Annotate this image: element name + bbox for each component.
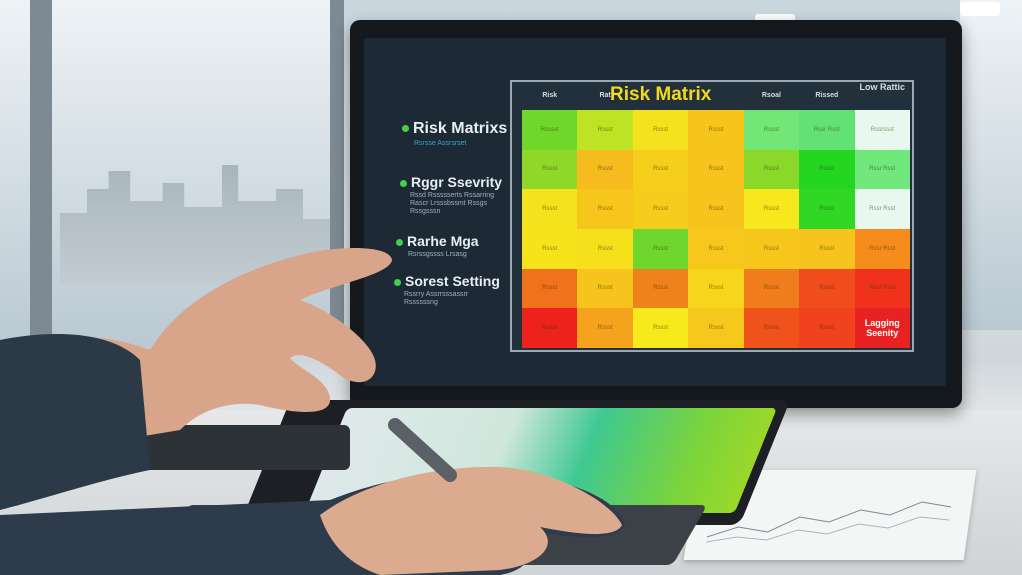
matrix-cell[interactable]: Rssst bbox=[799, 229, 855, 269]
matrix-cell[interactable]: Rssst bbox=[688, 308, 744, 348]
matrix-cell[interactable]: Rssst bbox=[577, 308, 633, 348]
sidebar-item-range[interactable]: Rarhe Mga bbox=[396, 233, 479, 249]
sidebar-subtext: Rssd Rssssserts Rssarring Rascr Lrsssbss… bbox=[410, 192, 495, 215]
column-header: Rat bbox=[599, 92, 611, 99]
matrix-cell[interactable]: Rssr Rsst bbox=[854, 189, 910, 229]
paper-line-chart bbox=[706, 501, 952, 543]
matrix-cell[interactable]: Lagging Seenity bbox=[854, 308, 910, 348]
window-right bbox=[960, 0, 1022, 330]
matrix-cell[interactable]: Rssr Rsst bbox=[854, 229, 910, 269]
matrix-cell[interactable]: Rssst bbox=[632, 268, 689, 309]
matrix-title: Risk Matrix bbox=[610, 84, 712, 105]
matrix-cell[interactable]: Rssst bbox=[522, 149, 578, 190]
matrix-cell[interactable]: Rssst bbox=[632, 229, 689, 269]
matrix-cell[interactable]: Rssrssst bbox=[854, 110, 910, 150]
matrix-cell[interactable]: Rssst bbox=[799, 149, 855, 190]
matrix-cell[interactable]: Rssst bbox=[688, 149, 744, 190]
column-header: Low Rattic bbox=[859, 82, 906, 92]
ceiling-light bbox=[755, 14, 795, 22]
screen: Risk Matrixs Rsrsse Assrsrset Rggr Ssevr… bbox=[364, 38, 946, 386]
matrix-cell[interactable]: Rssst bbox=[522, 189, 578, 229]
sidebar-subtext: Rsrssgssss Lrsasg bbox=[408, 251, 467, 258]
matrix-cell[interactable]: Rssst bbox=[632, 149, 689, 190]
matrix-cell[interactable]: Rssst bbox=[632, 308, 689, 348]
matrix-cell[interactable]: Rssst bbox=[688, 229, 744, 269]
matrix-cell[interactable]: Rssst bbox=[799, 189, 855, 229]
matrix-cell[interactable]: Rssst bbox=[577, 268, 633, 309]
matrix-cell[interactable]: Rsssst bbox=[522, 110, 578, 150]
matrix-cell[interactable]: Rssst bbox=[799, 308, 855, 348]
risk-matrix: Risk Matrix Risk Rat Rsoal Rissed Low Rattic… bbox=[510, 80, 914, 352]
column-header: Risk bbox=[542, 92, 558, 99]
document-paper bbox=[683, 470, 977, 560]
bullet-icon bbox=[394, 278, 401, 286]
matrix-cell[interactable]: Rssst bbox=[743, 189, 800, 229]
ceiling-light bbox=[960, 2, 1000, 16]
sidebar-item-risk-matrix[interactable]: Risk Matrixs bbox=[402, 120, 507, 138]
matrix-grid: Rsssst Rssst Rssst Rssst Rssst Rssr Rsst Rssrs… bbox=[522, 110, 910, 348]
hand-pointing bbox=[0, 248, 392, 510]
matrix-cell[interactable]: Rssst bbox=[577, 229, 633, 269]
matrix-cell[interactable]: Rssr Rsst bbox=[799, 110, 855, 150]
matrix-cell[interactable]: Rssst bbox=[522, 229, 578, 269]
notebook bbox=[140, 425, 350, 470]
sidebar-item-severity[interactable]: Rggr Ssevrity bbox=[400, 174, 502, 190]
monitor: Risk Matrixs Rsrsse Assrsrset Rggr Ssevr… bbox=[350, 20, 962, 408]
bullet-icon bbox=[396, 238, 403, 246]
matrix-cell[interactable]: Rssst bbox=[632, 189, 689, 229]
matrix-cell[interactable]: Rssst bbox=[743, 149, 800, 190]
matrix-cell[interactable]: Rssst bbox=[743, 268, 800, 309]
matrix-cell[interactable]: Rssst bbox=[688, 110, 744, 150]
matrix-cell[interactable]: Rssst bbox=[522, 268, 578, 309]
matrix-cell[interactable]: Rssst bbox=[577, 110, 633, 150]
sidebar-subtext: Rssrry Assrrsssassrr Rssssssng bbox=[404, 291, 469, 306]
column-header: Rissed bbox=[815, 92, 839, 99]
matrix-cell[interactable]: Rssr Rsst bbox=[854, 149, 910, 190]
column-header: Rsoal bbox=[761, 92, 781, 99]
matrix-cell[interactable]: Rssst bbox=[799, 268, 855, 309]
bullet-icon bbox=[400, 179, 407, 187]
window-frame bbox=[30, 0, 52, 360]
hand-writing bbox=[0, 418, 625, 575]
matrix-cell[interactable]: Rssst bbox=[632, 110, 689, 150]
matrix-cell[interactable]: Rssst bbox=[743, 229, 800, 269]
matrix-cell[interactable]: Rssst bbox=[688, 189, 744, 229]
matrix-cell[interactable]: Rssst bbox=[577, 189, 633, 229]
stylus-pen bbox=[388, 418, 457, 482]
matrix-cell[interactable]: Rssst bbox=[688, 268, 744, 309]
sidebar-subtext: Rsrsse Assrsrset bbox=[414, 140, 467, 147]
bullet-icon bbox=[402, 125, 409, 133]
matrix-cell[interactable]: Rssst bbox=[522, 308, 578, 348]
matrix-cell[interactable]: Rssst bbox=[743, 110, 800, 150]
sidebar-item-settings[interactable]: Sorest Setting bbox=[394, 273, 500, 289]
matrix-cell[interactable]: Rssr Rsst bbox=[854, 268, 910, 309]
matrix-cell[interactable]: Rssst bbox=[743, 308, 800, 348]
matrix-cell[interactable]: Rssst bbox=[577, 149, 633, 190]
